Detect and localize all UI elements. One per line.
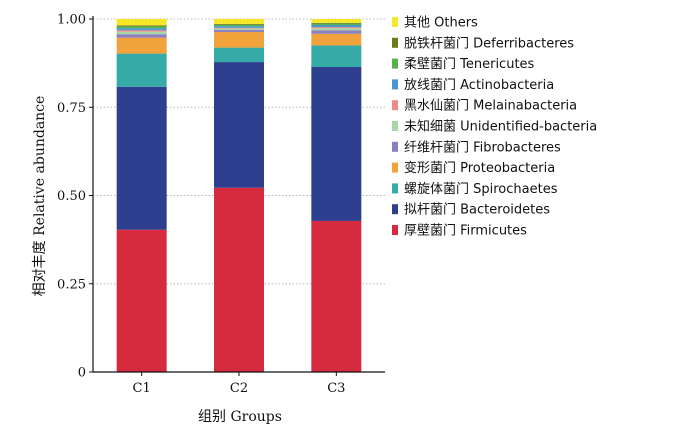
- bar-segment: [311, 28, 362, 31]
- bar-segment: [311, 220, 362, 372]
- legend-label: 放线菌门 Actinobacteria: [404, 78, 554, 93]
- bar-segment: [214, 62, 264, 188]
- bar-segment: [116, 26, 167, 29]
- legend-swatch: [392, 121, 398, 131]
- bar-segment: [214, 19, 264, 24]
- bar-segment: [214, 24, 264, 27]
- bar-segment: [116, 34, 167, 38]
- bar-segment: [311, 45, 362, 68]
- bar-segment: [214, 23, 264, 25]
- legend-swatch: [392, 58, 398, 69]
- bar-segment: [116, 86, 167, 230]
- bar-segment: [311, 67, 362, 221]
- legend: 其他 Others 脱铁杆菌门 Deferribacteres 柔壁菌门 Tener…: [392, 16, 597, 239]
- bar-segment: [214, 26, 264, 28]
- x-tick-label: C1: [133, 381, 151, 396]
- y-tick-label: 0.50: [57, 189, 86, 204]
- bar-segment: [214, 27, 264, 29]
- bar-segment: [214, 28, 264, 30]
- x-tick-label: C2: [230, 381, 248, 396]
- bar-segment: [116, 30, 167, 32]
- bar-segment: [116, 37, 167, 54]
- x-axis-title: 组别 Groups: [198, 409, 282, 425]
- legend-swatch: [392, 225, 398, 235]
- legend-label: 柔壁菌门 Tenericutes: [404, 57, 535, 72]
- x-tick-label: C3: [327, 381, 345, 396]
- legend-label: 黑水仙菌门 Melainabacteria: [404, 99, 577, 114]
- legend-label: 拟杆菌门 Bacteroidetes: [404, 203, 550, 218]
- bar-segment: [214, 47, 264, 63]
- bar-segment: [116, 53, 167, 87]
- legend-swatch: [392, 141, 398, 152]
- bar-segment: [311, 23, 362, 26]
- legend-swatch: [392, 37, 398, 48]
- x-ticks: C1 C2 C3: [133, 372, 345, 396]
- y-tick-label: 0.25: [57, 277, 86, 292]
- bars: [116, 19, 362, 372]
- legend-label: 厚壁菌门 Firmicutes: [404, 224, 527, 239]
- legend-label: 螺旋体菌门 Spirochaetes: [404, 182, 558, 197]
- bar-segment: [311, 33, 362, 46]
- bar-segment: [116, 19, 167, 26]
- bar-segment: [311, 30, 362, 34]
- bar-segment: [116, 229, 167, 372]
- legend-label: 脱铁杆菌门 Deferribacteres: [404, 36, 574, 51]
- legend-label: 纤维杆菌门 Fibrobacteres: [404, 140, 561, 155]
- legend-swatch: [392, 204, 398, 215]
- bar-segment: [116, 25, 167, 27]
- bar-segment: [116, 31, 167, 35]
- y-ticks: 0 0.25 0.50 0.75 1.00: [57, 13, 93, 381]
- legend-label: 变形菌门 Proteobacteria: [404, 160, 555, 176]
- legend-swatch: [392, 183, 398, 194]
- bar-segment: [214, 187, 264, 372]
- bar-segment: [311, 22, 362, 24]
- y-tick-label: 0: [78, 366, 86, 381]
- bar-segment: [214, 32, 264, 48]
- bar-segment: [311, 25, 362, 28]
- y-tick-label: 0.75: [57, 101, 86, 116]
- legend-label: 其他 Others: [404, 16, 478, 31]
- legend-swatch: [392, 162, 398, 173]
- y-axis-title: 相对丰度 Relative abundance: [32, 96, 48, 297]
- bar-segment: [116, 28, 167, 31]
- legend-swatch: [392, 100, 398, 111]
- legend-swatch: [392, 17, 398, 27]
- bar-segment: [214, 29, 264, 33]
- bar-segment: [311, 19, 362, 23]
- legend-label: 未知细菌 Unidentified-bacteria: [404, 119, 597, 135]
- bar-segment: [311, 27, 362, 29]
- y-tick-label: 1.00: [57, 13, 86, 28]
- legend-swatch: [392, 79, 398, 90]
